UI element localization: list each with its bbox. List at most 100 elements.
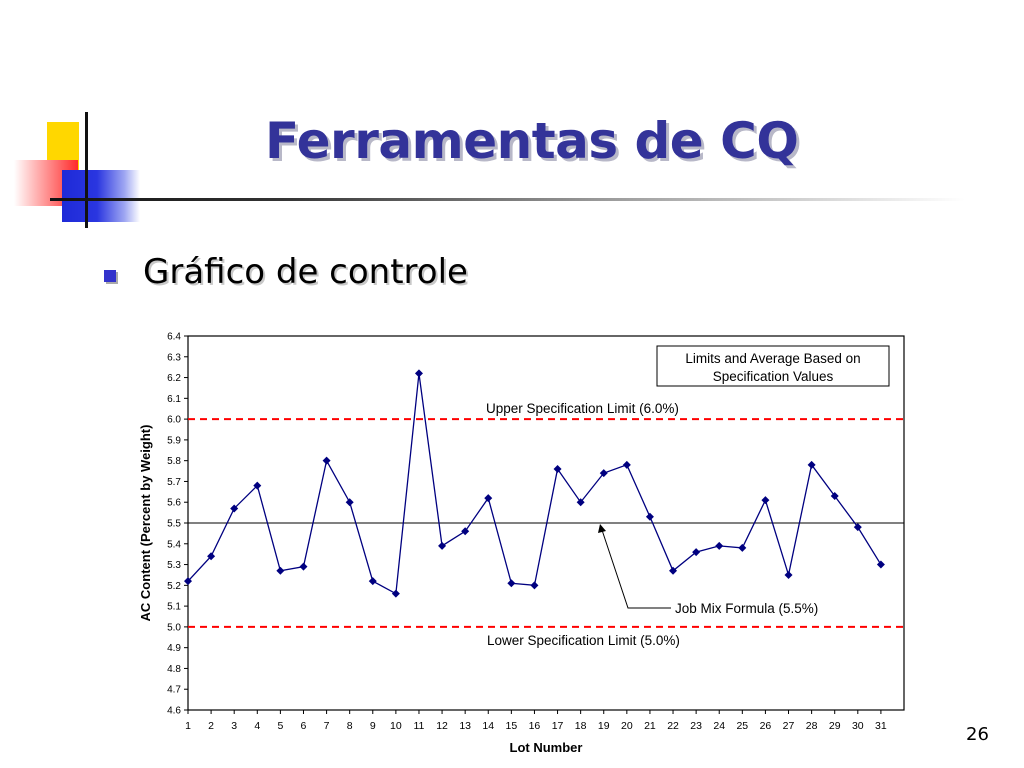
x-tick-label: 17 (552, 720, 564, 732)
y-axis: 4.6 4.7 4.8 4.9 5.0 5.1 5.2 5.3 5.4 5.5 5.6 5.7 5.8 5… (167, 332, 188, 717)
x-tick-label: 24 (713, 720, 725, 732)
data-point-lot-13 (461, 527, 470, 536)
arrow-head-icon (598, 524, 606, 533)
x-tick-label: 8 (347, 720, 353, 732)
y-tick-label: 5.3 (167, 560, 181, 571)
legend-line-1: Limits and Average Based on (685, 351, 860, 366)
y-tick-label: 6.0 (167, 415, 181, 426)
x-tick-label: 15 (506, 720, 518, 732)
x-tick-label: 18 (575, 720, 587, 732)
y-tick-label: 5.1 (167, 602, 181, 613)
y-tick-label: 5.0 (167, 622, 181, 633)
data-point-lot-29 (830, 491, 839, 500)
data-point-lot-23 (692, 548, 701, 557)
data-point-lot-31 (876, 560, 885, 569)
y-tick-label: 5.4 (167, 539, 181, 550)
lower-spec-limit-label: Lower Specification Limit (5.0%) (487, 633, 680, 648)
job-mix-formula-arrow (601, 529, 671, 609)
page-number: 26 (966, 724, 989, 745)
data-point-lot-5 (276, 566, 285, 575)
x-tick-label: 31 (875, 720, 887, 732)
x-tick-label: 9 (370, 720, 376, 732)
y-tick-label: 5.9 (167, 435, 181, 446)
decor-vertical-line (85, 112, 88, 228)
y-tick-label: 6.4 (167, 332, 181, 343)
x-tick-label: 29 (829, 720, 841, 732)
data-point-lot-8 (345, 498, 354, 507)
data-point-lot-20 (622, 460, 631, 469)
data-point-lot-26 (761, 496, 770, 505)
x-tick-label: 12 (436, 720, 448, 732)
y-axis-title: AC Content (Percent by Weight) (138, 425, 153, 622)
x-tick-label: 10 (390, 720, 402, 732)
y-tick-label: 4.8 (167, 664, 181, 675)
y-tick-label: 5.6 (167, 498, 181, 509)
data-point-lot-17 (553, 464, 562, 473)
y-tick-label: 4.9 (167, 643, 181, 654)
data-point-lot-30 (853, 523, 862, 532)
x-tick-label: 3 (231, 720, 237, 732)
data-point-lot-2 (207, 552, 216, 561)
x-tick-label: 11 (414, 720, 425, 732)
x-tick-label: 23 (690, 720, 702, 732)
job-mix-formula-label: Job Mix Formula (5.5%) (675, 601, 818, 616)
y-tick-label: 6.3 (167, 352, 181, 363)
data-point-lot-21 (645, 512, 654, 521)
data-point-lot-15 (507, 579, 516, 588)
data-point-lot-10 (391, 589, 400, 598)
x-tick-label: 21 (644, 720, 656, 732)
x-tick-label: 2 (208, 720, 214, 732)
x-tick-label: 28 (806, 720, 818, 732)
x-tick-label: 16 (529, 720, 541, 732)
data-point-lot-27 (784, 570, 793, 579)
decor-blue-square (62, 170, 140, 222)
data-point-lot-7 (322, 456, 331, 465)
data-point-lot-24 (715, 541, 724, 550)
slide-title: Ferramentas de CQ (265, 112, 799, 170)
x-tick-label: 6 (301, 720, 307, 732)
data-point-lot-9 (368, 577, 377, 586)
x-axis-title: Lot Number (510, 740, 583, 755)
data-point-lot-11 (414, 369, 423, 378)
data-point-lot-19 (599, 469, 608, 478)
y-tick-label: 4.7 (167, 685, 181, 696)
data-point-lot-28 (807, 460, 816, 469)
y-tick-label: 6.2 (167, 373, 181, 384)
x-tick-label: 7 (324, 720, 330, 732)
x-tick-label: 30 (852, 720, 864, 732)
x-tick-label: 14 (482, 720, 494, 732)
data-point-lot-22 (669, 566, 678, 575)
data-point-lot-25 (738, 543, 747, 552)
x-axis: 1 2 3 4 5 6 7 8 9 10 11 12 13 14 15 16 17 18 19 20 21 22 23 24 2… (185, 710, 887, 732)
x-tick-label: 25 (736, 720, 748, 732)
data-point-lot-3 (230, 504, 239, 513)
data-point-lot-18 (576, 498, 585, 507)
data-point-lot-1 (184, 577, 192, 586)
bullet-text: Gráfico de controle (143, 252, 468, 292)
y-tick-label: 6.1 (167, 394, 181, 405)
x-tick-label: 4 (254, 720, 260, 732)
y-tick-label: 4.6 (167, 706, 181, 717)
control-chart: 4.6 4.7 4.8 4.9 5.0 5.1 5.2 5.3 5.4 5.5 5.6 5.7 5.8 5… (130, 326, 920, 758)
x-tick-label: 26 (760, 720, 772, 732)
data-point-lot-6 (299, 562, 308, 571)
chart-background (130, 326, 920, 758)
upper-spec-limit-label: Upper Specification Limit (6.0%) (486, 401, 679, 416)
y-tick-label: 5.8 (167, 456, 181, 467)
bullet-square-icon (104, 270, 116, 282)
x-tick-label: 13 (459, 720, 471, 732)
x-tick-label: 19 (598, 720, 610, 732)
y-tick-label: 5.2 (167, 581, 181, 592)
x-tick-label: 20 (621, 720, 633, 732)
legend-line-2: Specification Values (713, 369, 834, 384)
x-tick-label: 1 (185, 720, 191, 732)
x-tick-label: 22 (667, 720, 679, 732)
data-point-lot-12 (438, 541, 447, 550)
y-tick-label: 5.7 (167, 477, 181, 488)
decor-horizontal-line (50, 198, 965, 201)
legend-box: Limits and Average Based on Specificatio… (656, 345, 890, 387)
data-point-lot-14 (484, 494, 493, 503)
x-tick-label: 27 (783, 720, 795, 732)
x-tick-label: 5 (277, 720, 283, 732)
data-point-lot-16 (530, 581, 539, 590)
